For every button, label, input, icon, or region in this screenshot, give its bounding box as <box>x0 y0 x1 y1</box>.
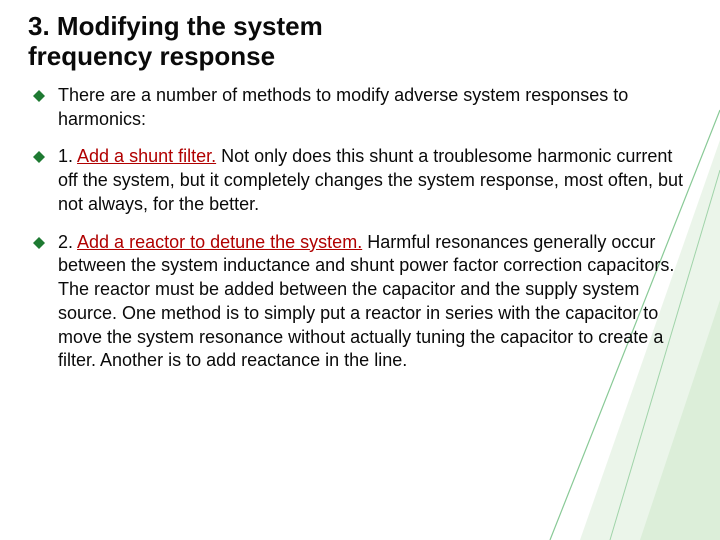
plain-text: 2. <box>58 232 77 252</box>
bullet-list: There are a number of methods to modify … <box>28 84 692 373</box>
diamond-bullet-icon <box>32 89 46 103</box>
plain-text: Harmful resonances generally occur betwe… <box>58 232 674 371</box>
slide: 3. Modifying the system frequency respon… <box>0 0 720 540</box>
plain-text: 1. <box>58 146 77 166</box>
emphasis-text: Add a reactor to detune the system. <box>77 232 362 252</box>
bullet-text: 1. Add a shunt filter. Not only does thi… <box>58 145 692 216</box>
bullet-item: 2. Add a reactor to detune the system. H… <box>28 231 692 374</box>
bullet-item: There are a number of methods to modify … <box>28 84 692 132</box>
bullet-item: 1. Add a shunt filter. Not only does thi… <box>28 145 692 216</box>
slide-title: 3. Modifying the system frequency respon… <box>28 12 388 72</box>
plain-text: There are a number of methods to modify … <box>58 85 628 129</box>
diamond-bullet-icon <box>32 150 46 164</box>
bullet-text: 2. Add a reactor to detune the system. H… <box>58 231 692 374</box>
diamond-bullet-icon <box>32 236 46 250</box>
emphasis-text: Add a shunt filter. <box>77 146 216 166</box>
bullet-text: There are a number of methods to modify … <box>58 84 692 132</box>
